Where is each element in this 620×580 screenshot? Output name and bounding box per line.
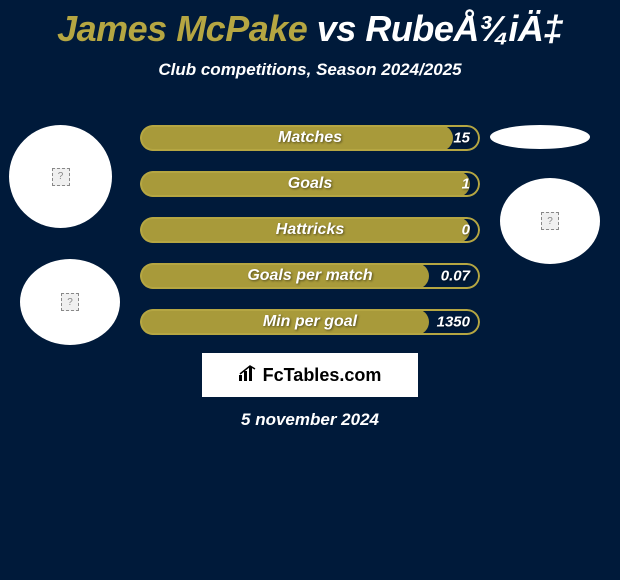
- stat-bar-min-per-goal: Min per goal 1350: [140, 309, 480, 335]
- player1-avatar: ?: [9, 125, 112, 228]
- brand-text: FcTables.com: [263, 365, 382, 386]
- stat-value-right: 15: [453, 130, 470, 147]
- stat-value-right: 0: [462, 222, 470, 239]
- stat-value-right: 1350: [437, 314, 470, 331]
- image-placeholder-icon: ?: [541, 212, 559, 230]
- stat-value-right: 1: [462, 176, 470, 193]
- player2-pill: [490, 125, 590, 149]
- stat-bar-goals-per-match: Goals per match 0.07: [140, 263, 480, 289]
- stat-label: Goals per match: [247, 267, 372, 285]
- stat-label: Matches: [278, 129, 342, 147]
- stat-label: Hattricks: [276, 221, 344, 239]
- stat-value-right: 0.07: [441, 268, 470, 285]
- image-placeholder-icon: ?: [52, 168, 70, 186]
- stat-label: Min per goal: [263, 313, 357, 331]
- stat-label: Goals: [288, 175, 332, 193]
- image-placeholder-icon: ?: [61, 293, 79, 311]
- date-text: 5 november 2024: [241, 410, 379, 430]
- chart-icon: [239, 365, 259, 386]
- comparison-title: James McPake vs RubeÅ¾iÄ‡: [0, 0, 620, 50]
- title-player1: James McPake: [57, 8, 307, 49]
- player1-club-avatar: ?: [20, 259, 120, 345]
- title-player2: RubeÅ¾iÄ‡: [365, 8, 563, 49]
- title-vs: vs: [317, 8, 356, 49]
- stat-bar-goals: Goals 1: [140, 171, 480, 197]
- stat-bar-hattricks: Hattricks 0: [140, 217, 480, 243]
- player2-avatar: ?: [500, 178, 600, 264]
- stat-bar-matches: Matches 15: [140, 125, 480, 151]
- stats-container: Matches 15 Goals 1 Hattricks 0 Goals per…: [140, 125, 480, 355]
- comparison-subtitle: Club competitions, Season 2024/2025: [0, 60, 620, 80]
- brand-box: FcTables.com: [202, 353, 418, 397]
